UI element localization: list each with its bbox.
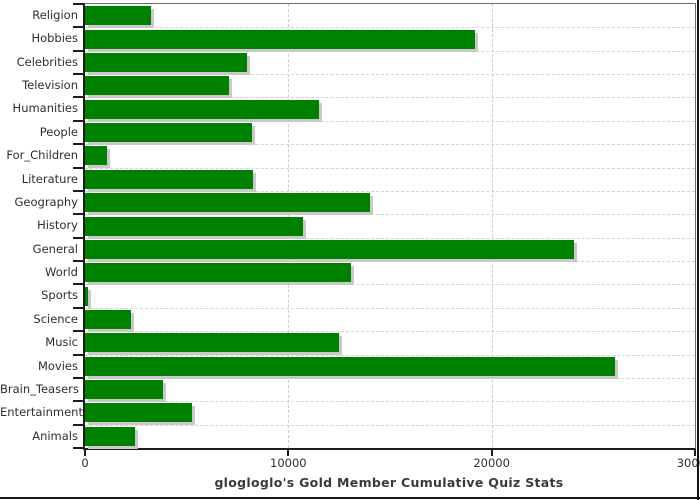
bar-movies (85, 356, 615, 376)
y-axis-tick (73, 306, 84, 309)
y-axis-label: Movies (37, 358, 78, 373)
bar-entertainment (85, 403, 193, 423)
y-axis-label: Brain_Teasers (0, 381, 79, 396)
gridline-horizontal (85, 261, 695, 263)
y-axis-label: People (39, 124, 78, 139)
y-axis-label: Celebrities (16, 54, 78, 69)
bar-sports (85, 286, 89, 306)
bar-animals (85, 426, 135, 446)
bar-for_children (85, 146, 108, 166)
y-axis-label: Entertainment (0, 405, 83, 420)
plot-area (83, 3, 696, 450)
gridline-horizontal (85, 144, 695, 146)
y-axis-tick (73, 96, 84, 99)
y-axis-label: General (32, 241, 78, 256)
bar-television (85, 76, 230, 96)
gridline-horizontal (85, 331, 695, 333)
y-axis-tick (73, 189, 84, 192)
y-axis-tick (73, 400, 84, 403)
gridline-horizontal (85, 307, 695, 309)
y-axis-label: Geography (14, 194, 79, 209)
gridline-horizontal (85, 354, 695, 356)
x-axis-tick-label: 30000 (676, 456, 700, 470)
gridline-horizontal (85, 190, 695, 192)
x-axis-tick-label: 0 (81, 456, 89, 470)
bar-people (85, 123, 252, 143)
y-axis-label: For_Children (6, 148, 78, 163)
y-axis-label: Hobbies (31, 31, 78, 46)
bar-science (85, 309, 132, 329)
gridline-horizontal (85, 97, 695, 99)
bar-humanities (85, 99, 319, 119)
bar-celebrities (85, 52, 247, 72)
y-axis-tick (73, 330, 84, 333)
gridline-horizontal (85, 74, 695, 76)
bar-hobbies (85, 29, 476, 49)
y-axis-tick (73, 283, 84, 286)
y-axis-label: Religion (32, 8, 78, 22)
bar-geography (85, 193, 370, 213)
gridline-horizontal (85, 214, 695, 216)
x-axis-tick (287, 450, 290, 456)
gridline-horizontal (85, 284, 695, 286)
y-axis-label: History (37, 218, 78, 233)
y-axis-label: World (45, 265, 78, 280)
y-axis-tick (73, 260, 84, 263)
y-axis-label: Sports (41, 288, 78, 303)
gridline-horizontal (85, 27, 695, 29)
chart-title: glogloglo's Gold Member Cumulative Quiz … (214, 475, 564, 490)
y-axis-label: Literature (21, 171, 78, 186)
gridline-horizontal (85, 237, 695, 239)
x-axis-tick-label: 10000 (270, 456, 307, 470)
y-axis-tick (73, 236, 84, 239)
bar-brain_teasers (85, 380, 164, 400)
gridline-horizontal (85, 120, 695, 122)
x-axis-tick (694, 450, 696, 456)
y-axis-tick (73, 73, 84, 76)
y-axis-label: Humanities (12, 101, 78, 116)
y-axis-label: Television (22, 78, 78, 93)
y-axis-tick (73, 423, 84, 426)
bar-world (85, 263, 352, 283)
bar-music (85, 333, 340, 353)
y-axis-tick (73, 166, 84, 169)
bar-history (85, 216, 303, 236)
gridline-horizontal (85, 401, 695, 403)
x-axis-tick-label: 20000 (473, 456, 510, 470)
y-axis-label: Animals (32, 428, 78, 443)
gridline-vertical (491, 4, 493, 448)
y-axis-label: Music (45, 335, 78, 350)
y-axis-tick (73, 49, 84, 52)
bar-general (85, 239, 575, 259)
y-axis-tick (73, 376, 84, 379)
x-axis-tick (84, 450, 86, 456)
y-axis-tick (73, 26, 84, 29)
y-axis-tick (73, 143, 84, 146)
gridline-horizontal (85, 167, 695, 169)
bar-religion (85, 6, 152, 26)
y-axis-tick (73, 353, 84, 356)
y-axis-label: Science (33, 311, 78, 326)
y-axis-tick (73, 119, 84, 122)
gridline-horizontal (85, 377, 695, 379)
y-axis-tick (73, 213, 84, 216)
y-axis-tick (73, 3, 84, 5)
bar-literature (85, 169, 253, 189)
x-axis-tick (490, 450, 493, 456)
window-frame-right-edge (697, 0, 699, 500)
window-frame-bottom-edge (0, 497, 700, 499)
y-axis-tick (73, 447, 84, 449)
gridline-horizontal (85, 424, 695, 426)
gridline-horizontal (85, 50, 695, 52)
